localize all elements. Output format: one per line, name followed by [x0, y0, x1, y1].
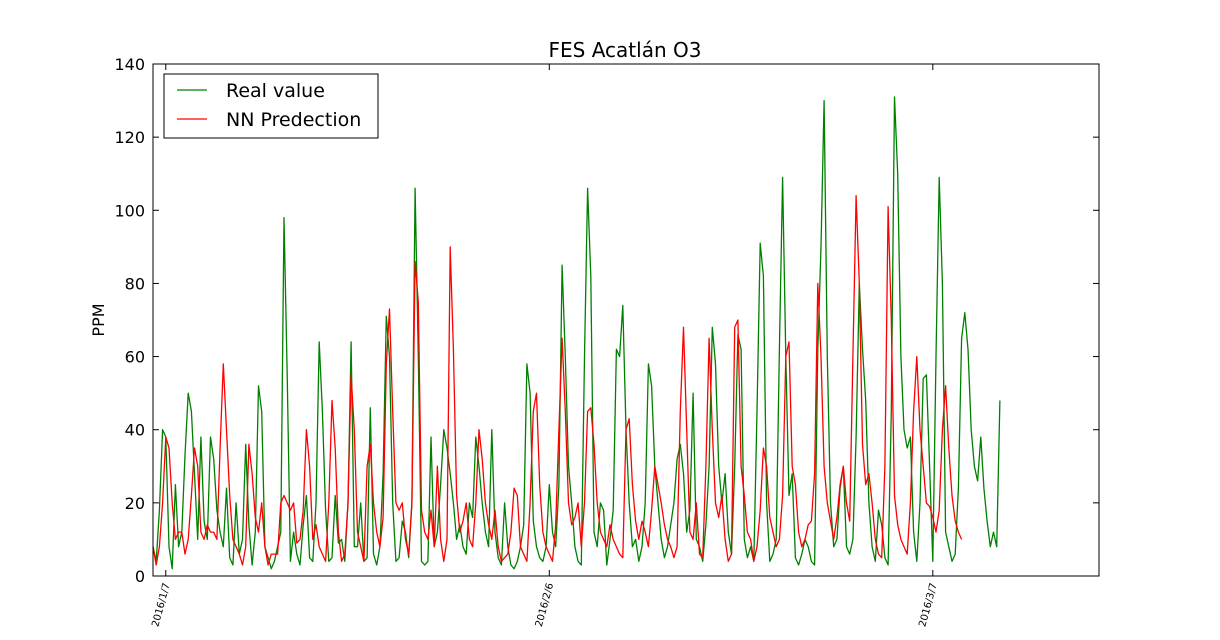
y-tick-label: 140 — [114, 55, 145, 74]
x-tick-label: 2016/3/7 — [917, 582, 939, 628]
legend-box — [163, 73, 379, 139]
y-tick-label: 40 — [125, 421, 145, 440]
chart-title: FES Acatlán O3 — [549, 38, 702, 62]
plot-area — [152, 96, 1001, 570]
x-tick-label: 2016/2/6 — [534, 582, 556, 628]
y-axis: 0 20 40 60 80 100 120 140 — [114, 55, 1099, 586]
y-tick-label: 100 — [114, 201, 145, 220]
y-tick-label: 0 — [135, 567, 145, 586]
legend-label: Real value — [226, 80, 325, 102]
legend: Real value NN Predection — [163, 73, 379, 139]
legend-label: NN Predection — [226, 109, 361, 131]
y-tick-label: 60 — [125, 348, 145, 367]
y-tick-label: 120 — [114, 128, 145, 147]
y-axis-label: PPM — [89, 303, 108, 336]
y-tick-label: 20 — [125, 494, 145, 513]
x-tick-label: 2016/1/7 — [150, 582, 172, 628]
plot-frame — [152, 63, 1100, 577]
y-tick-label: 80 — [125, 274, 145, 293]
series-line-real-value — [152, 96, 1001, 570]
series-line-nn-prediction — [152, 195, 963, 566]
